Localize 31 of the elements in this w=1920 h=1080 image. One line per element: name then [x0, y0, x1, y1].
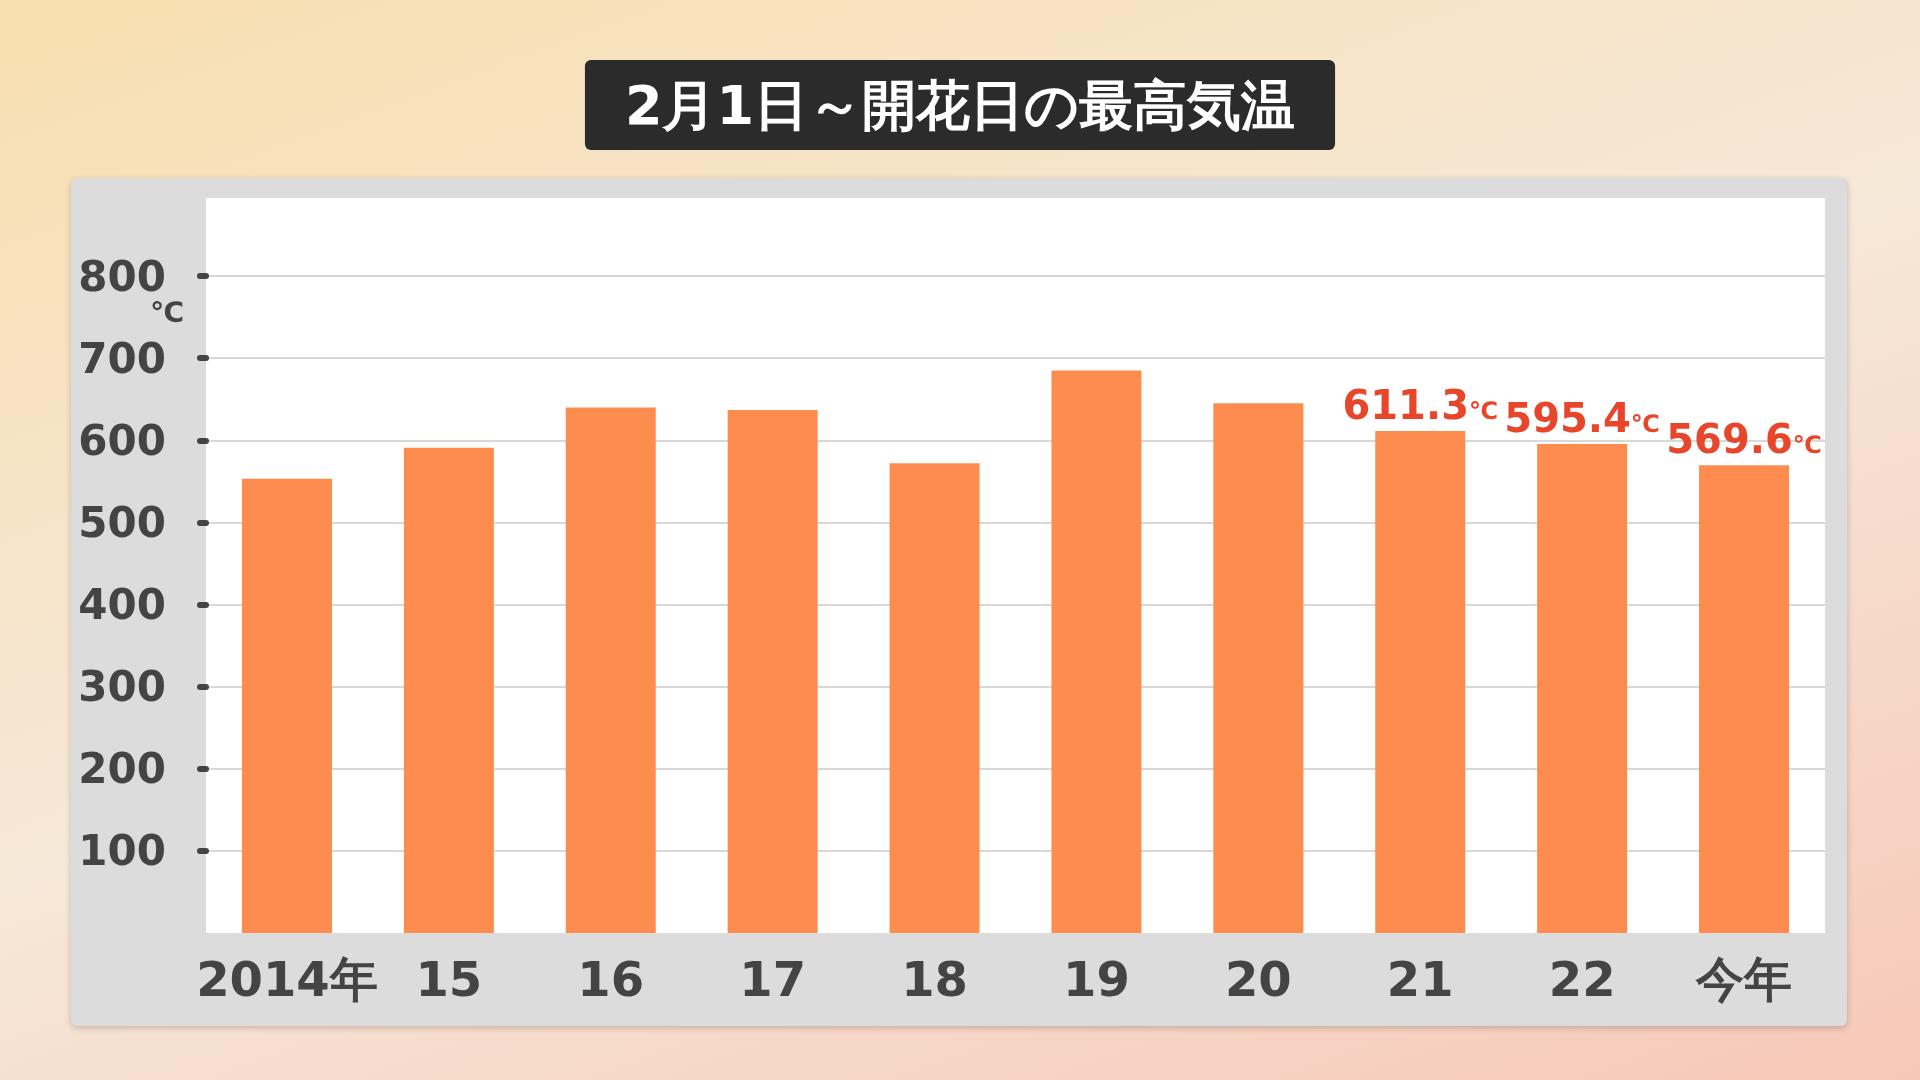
x-tick-label: 17 — [739, 951, 807, 1007]
bar — [1213, 403, 1304, 933]
bar — [1051, 370, 1142, 933]
bar — [565, 407, 656, 933]
y-tick-label: 600 — [78, 415, 166, 465]
x-tick-label: 18 — [901, 951, 968, 1007]
y-tick-label: 400 — [78, 580, 166, 630]
x-tick-label: 19 — [1063, 951, 1130, 1007]
data-label: 569.6℃ — [1666, 416, 1822, 463]
bar — [1375, 430, 1466, 933]
bar — [889, 463, 980, 933]
chart-title: 2月1日～開花日の最高気温 — [624, 73, 1296, 137]
x-tick-label: 20 — [1224, 951, 1292, 1007]
y-tick-label: 700 — [78, 333, 166, 383]
bar — [403, 447, 494, 933]
x-tick-label: 16 — [577, 951, 645, 1007]
bar — [1699, 465, 1790, 933]
y-tick-label: 200 — [78, 744, 166, 794]
x-tick-label: 2014年 — [196, 951, 378, 1007]
bar — [727, 409, 818, 933]
y-tick-label: 100 — [78, 826, 166, 876]
y-tick-label: 500 — [78, 497, 166, 547]
x-tick-label: 15 — [415, 951, 483, 1007]
y-tick-label: 300 — [78, 662, 166, 712]
x-tick-label: 22 — [1548, 951, 1616, 1007]
x-tick-label: 今年 — [1695, 951, 1793, 1007]
data-label: 611.3℃ — [1342, 381, 1499, 428]
bar — [1537, 444, 1628, 933]
data-label: 595.4℃ — [1504, 395, 1660, 442]
x-tick-label: 21 — [1386, 951, 1454, 1007]
bar — [241, 478, 332, 933]
